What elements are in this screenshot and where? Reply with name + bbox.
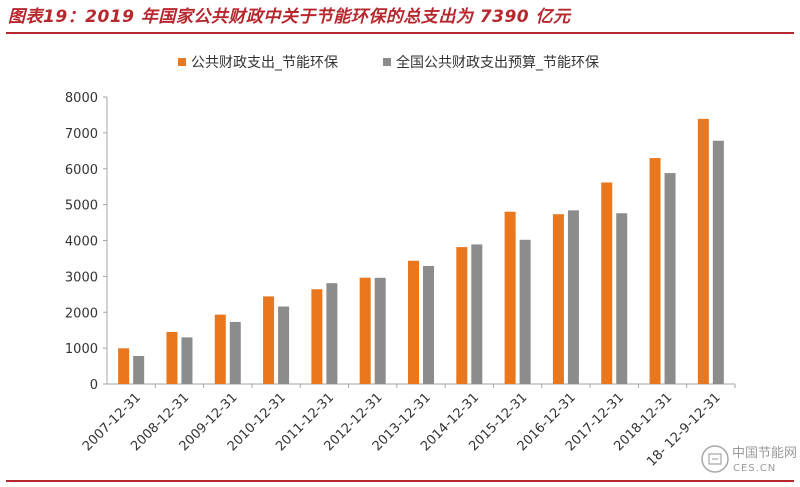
bar-series2-2016-12-31 [567,210,579,384]
bar-series1-2012-12-31 [359,277,371,384]
bar-series1-2009-12-31 [214,314,226,384]
bar-series1-2016-12-31 [552,214,564,384]
chart-title: 图表19：2019 年国家公共财政中关于节能环保的总支出为 7390 亿元 [8,7,571,27]
bar-series1-18- 12-9-12-31 [697,118,709,384]
y-tick-label: 7000 [65,127,98,142]
bar-series1-2013-12-31 [408,260,419,384]
chart-legend: 公共财政支出_节能环保 全国公共财政支出预算_节能环保 [178,54,599,71]
y-tick-label: 2000 [65,306,98,321]
bar-series1-2011-12-31 [311,289,323,384]
watermark-line1: 中国节能网 [732,446,796,461]
bar-series1-2017-12-31 [601,182,613,384]
bottom-divider [6,480,794,482]
bar-series2-2012-12-31 [374,277,386,384]
bar-series2-2018-12-31 [664,173,676,384]
legend-label-2: 全国公共财政支出预算_节能环保 [396,54,599,71]
y-tick-label: 0 [90,378,98,393]
watermark: 中国节能网 CES.CN [701,445,796,474]
bar-series1-2015-12-31 [504,211,516,384]
y-tick-label: 3000 [65,270,98,285]
bar-series2-2008-12-31 [181,337,193,384]
bar-series1-2010-12-31 [263,296,275,384]
legend-swatch-1 [178,58,186,66]
y-tick-label: 5000 [65,199,98,214]
bar-series2-2011-12-31 [326,283,338,384]
ces-logo-icon [701,445,729,473]
bar-series1-2007-12-31 [118,348,130,384]
bar-series2-2017-12-31 [616,213,628,384]
y-tick-label: 4000 [65,235,98,250]
bar-series2-18- 12-9-12-31 [712,140,724,384]
y-axis: 0 1000 2000 3000 4000 5000 6000 7000 8000 [65,91,108,393]
bars-group [118,118,724,384]
bar-series1-2018-12-31 [649,158,661,384]
x-axis: 2007-12-312008-12-312009-12-312010-12-31… [80,383,736,470]
bar-series2-2013-12-31 [423,265,434,384]
legend-label-1: 公共财政支出_节能环保 [191,55,338,71]
watermark-line2: CES.CN [733,463,776,474]
title-divider [6,32,794,34]
legend-swatch-2 [383,58,391,66]
y-tick-label: 1000 [65,342,98,357]
bar-series2-2014-12-31 [471,244,483,384]
y-tick-label: 6000 [65,163,98,178]
bar-series1-2008-12-31 [166,331,178,384]
bar-series2-2015-12-31 [519,239,531,384]
bar-series2-2007-12-31 [133,356,145,384]
bar-series1-2014-12-31 [456,247,468,384]
bar-series2-2010-12-31 [278,306,290,384]
bar-series2-2009-12-31 [229,321,241,384]
y-tick-label: 8000 [65,91,98,106]
